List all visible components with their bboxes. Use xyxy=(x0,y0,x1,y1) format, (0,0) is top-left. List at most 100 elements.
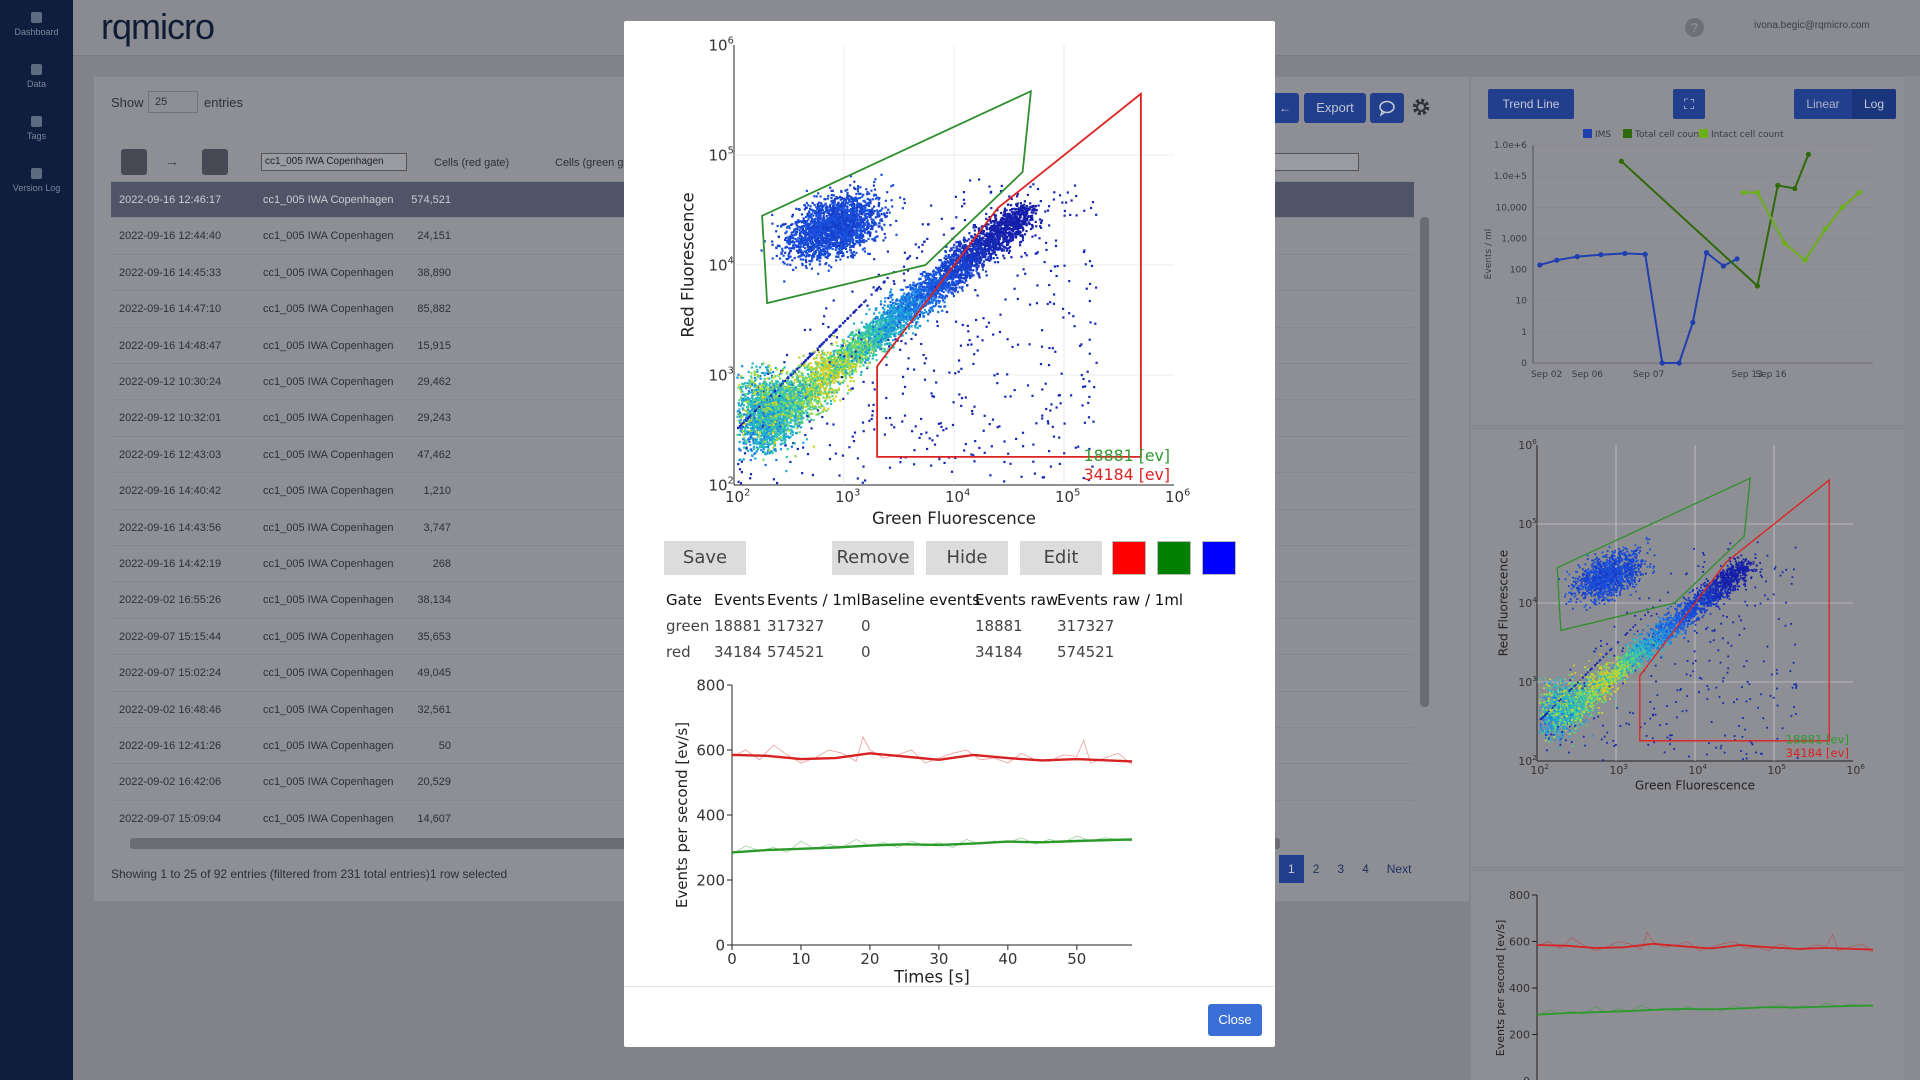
scatter-point xyxy=(1578,719,1581,721)
scatter-point xyxy=(1601,712,1604,714)
sidebar-item-tags[interactable]: Tags xyxy=(0,116,73,141)
column-header-red-gate[interactable]: Cells (red gate) xyxy=(434,157,510,169)
log-scale-button[interactable]: Log xyxy=(1852,89,1896,119)
scatter-point xyxy=(1611,598,1614,601)
page-3-button[interactable]: 3 xyxy=(1337,862,1345,876)
scatter-point xyxy=(1586,554,1589,557)
scatter-point xyxy=(1643,637,1645,640)
scatter-point xyxy=(1630,572,1633,575)
scatter-point xyxy=(1612,676,1614,678)
scatter-point xyxy=(1561,734,1564,737)
scatter-point xyxy=(1576,696,1579,699)
scatter-point xyxy=(1721,587,1724,589)
scatter-point xyxy=(1567,694,1570,696)
scatter-point xyxy=(1613,680,1616,683)
row-red-count: 1,210 xyxy=(423,485,451,498)
scatter-point xyxy=(1720,595,1723,597)
scatter-point xyxy=(1633,550,1636,552)
scatter-point xyxy=(1665,619,1668,621)
scatter-point xyxy=(1757,706,1759,709)
scatter-point xyxy=(1575,682,1578,685)
scatter-point xyxy=(1578,696,1581,699)
scatter-point xyxy=(1727,579,1729,582)
scatter-point xyxy=(1585,673,1587,676)
scatter-point xyxy=(1619,675,1621,677)
scatter-point xyxy=(1585,690,1587,692)
scatter-point xyxy=(1626,585,1628,587)
scatter-point xyxy=(1551,719,1553,721)
scatter-point xyxy=(1626,558,1628,560)
scatter-point xyxy=(1746,604,1749,607)
entries-label: entries xyxy=(204,95,244,110)
scatter-point xyxy=(1559,739,1561,741)
name-filter-input[interactable]: cc1_005 IWA Copenhagen xyxy=(261,153,407,171)
scatter-point xyxy=(1750,569,1753,571)
scatter-point xyxy=(1556,683,1559,686)
vertical-scroll-thumb[interactable] xyxy=(1420,217,1429,707)
scatter-point xyxy=(1722,595,1724,598)
scatter-point xyxy=(1607,568,1609,571)
scatter-point xyxy=(1560,684,1563,686)
scatter-point xyxy=(1592,685,1595,688)
gear-icon[interactable] xyxy=(1410,96,1432,118)
scatter-point xyxy=(1569,591,1572,594)
scatter-point xyxy=(1712,596,1714,599)
sidebar-item-data[interactable]: Data xyxy=(0,64,73,89)
scatter-point xyxy=(1717,649,1720,652)
scatter-point xyxy=(1572,744,1574,747)
scatter-point xyxy=(1608,573,1611,576)
scatter-point xyxy=(1600,698,1602,701)
back-button[interactable]: ← xyxy=(1271,93,1299,123)
scatter-point xyxy=(1552,726,1555,729)
page-size-select[interactable]: 25 xyxy=(148,91,198,113)
scatter-point xyxy=(1655,626,1658,629)
scatter-point xyxy=(1631,566,1634,569)
sidebar-item-dashboard[interactable]: Dashboard xyxy=(0,12,73,37)
scatter-point xyxy=(1639,648,1642,650)
scatter-point xyxy=(1607,562,1610,565)
scatter-point xyxy=(1587,591,1590,594)
date-from-calendar-icon[interactable] xyxy=(121,149,147,175)
scatter-point xyxy=(1549,712,1552,715)
scatter-point xyxy=(1744,569,1747,572)
app-logo[interactable]: rqmicro xyxy=(101,6,215,47)
scatter-point xyxy=(1665,723,1668,725)
scatter-point xyxy=(1585,702,1588,705)
scatter-point xyxy=(1564,719,1567,722)
export-button[interactable]: Export xyxy=(1304,93,1366,123)
sidebar-item-version-log[interactable]: Version Log xyxy=(0,168,73,193)
page-1-button[interactable]: 1 xyxy=(1279,855,1304,883)
comment-button[interactable] xyxy=(1370,93,1404,123)
scatter-point xyxy=(1571,730,1574,733)
scatter-point xyxy=(1594,686,1596,688)
scatter-point xyxy=(1575,719,1577,722)
scatter-point xyxy=(1595,575,1597,577)
scatter-point xyxy=(1640,639,1643,642)
date-to-calendar-icon[interactable] xyxy=(202,149,228,175)
scatter-point xyxy=(1588,659,1591,662)
column-header-green-gate[interactable]: Cells (green ga xyxy=(555,157,630,169)
scatter-point xyxy=(1560,725,1563,728)
scatter-point xyxy=(1568,705,1571,707)
scatter-point xyxy=(1579,584,1582,587)
scatter-point xyxy=(1647,611,1649,614)
scatter-point xyxy=(1706,594,1708,597)
scatter-point xyxy=(1716,596,1719,599)
scatter-point xyxy=(1580,706,1583,708)
row-red-count: 38,890 xyxy=(417,266,451,279)
expand-icon[interactable]: ⛶ xyxy=(1673,89,1705,119)
trend-line-button[interactable]: Trend Line xyxy=(1488,89,1574,119)
scatter-point xyxy=(1620,552,1623,555)
scatter-point xyxy=(1730,574,1733,576)
user-email[interactable]: ivona.begic@rqmicro.com xyxy=(1754,20,1870,31)
scatter-point xyxy=(1664,613,1667,616)
help-icon[interactable]: ? xyxy=(1685,18,1704,37)
scatter-point xyxy=(1672,634,1674,637)
scatter-point xyxy=(1694,600,1697,603)
linear-scale-button[interactable]: Linear xyxy=(1794,89,1852,119)
page-2-button[interactable]: 2 xyxy=(1312,862,1320,876)
scatter-point xyxy=(1601,599,1603,602)
next-page-button[interactable]: Next xyxy=(1386,862,1412,876)
page-4-button[interactable]: 4 xyxy=(1362,862,1369,876)
scatter-point xyxy=(1668,629,1671,632)
